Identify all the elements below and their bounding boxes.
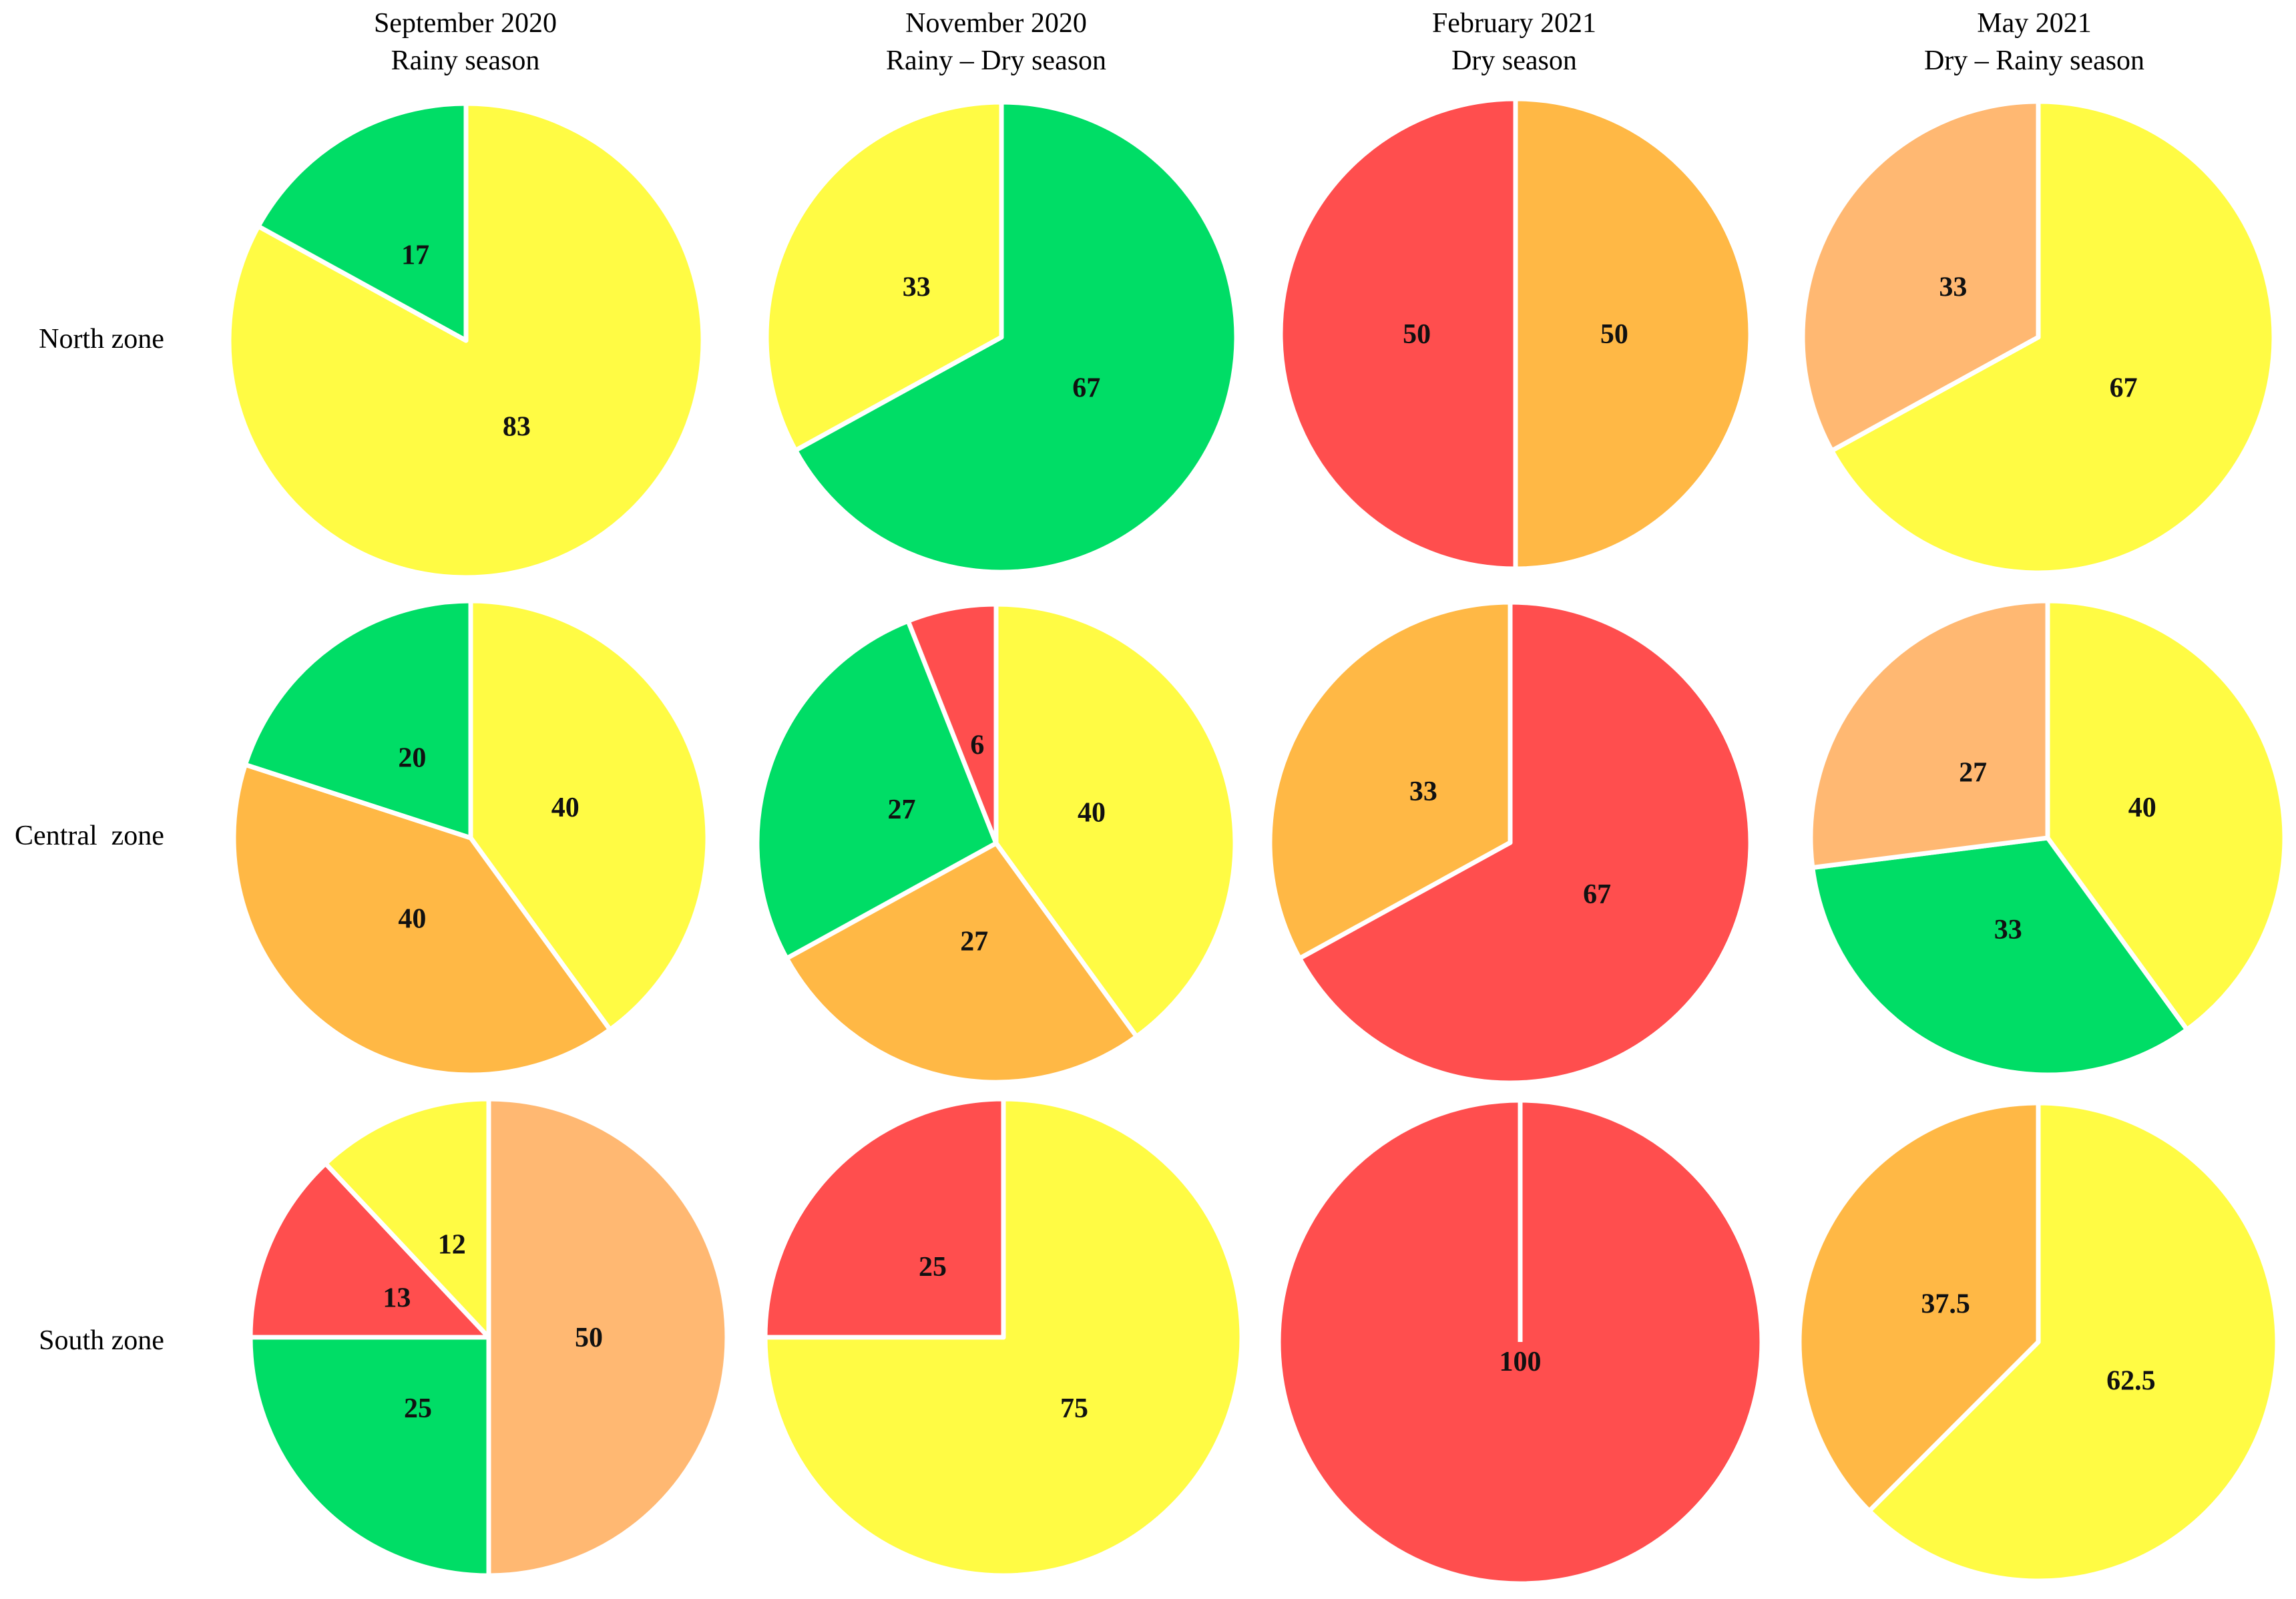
pie-north-zone-may-2021-slice-2: [1800, 99, 2041, 453]
pie-central-zone-november-2020-slice-1: [993, 602, 1238, 1040]
pie-south-zone-september-2020: 50 25 13 12: [248, 1096, 730, 1578]
pie-central-zone-november-2020-label-1: 40: [1078, 798, 1106, 829]
pie-central-zone-november-2020-label-3: 27: [888, 794, 916, 825]
pie-central-zone-february-2021-slice-2: [1267, 600, 1513, 961]
column-subtitle-nov-2020: Rainy – Dry season: [886, 45, 1106, 76]
pie-central-zone-may-2021-slice-3: [1808, 598, 2050, 870]
pie-south-zone-may-2021-label-1: 62.5: [2106, 1366, 2156, 1397]
column-subtitle-sep-2020: Rainy season: [391, 45, 540, 76]
pie-central-zone-november-2020-slice-3: [754, 618, 999, 961]
pie-south-zone-september-2020-slice-1: [486, 1096, 730, 1578]
pies-group: 83 17 67 33 50 50 67 33 40 40 20 40 27 27 6 67 33 40 33 27 5…: [226, 96, 2287, 1586]
pie-south-zone-may-2021-label-2: 37.5: [1921, 1289, 1970, 1319]
pie-central-zone-september-2020-slice-2: [231, 762, 613, 1078]
row-label-central-zone: Central zone: [15, 821, 164, 851]
row-label-north-zone: North zone: [39, 324, 164, 355]
pie-north-zone-may-2021: 67 33: [1800, 99, 2277, 576]
pie-south-zone-september-2020-label-2: 25: [404, 1393, 432, 1424]
pie-central-zone-september-2020-slice-3: [242, 598, 473, 841]
pie-central-zone-november-2020-label-2: 27: [960, 927, 988, 957]
pie-north-zone-november-2020-slice-2: [764, 99, 1004, 453]
column-subtitle-feb-2021: Dry season: [1451, 45, 1577, 76]
pie-central-zone-november-2020-label-4: 6: [970, 730, 984, 760]
pie-central-zone-september-2020-label-2: 40: [398, 904, 426, 935]
pie-north-zone-september-2020-label-2: 17: [401, 240, 429, 271]
column-title-feb-2021: February 2021: [1432, 8, 1596, 39]
pie-central-zone-may-2021-slice-1: [2045, 598, 2287, 1032]
pie-south-zone-september-2020-slice-4: [323, 1096, 491, 1340]
column-subtitle-may-2021: Dry – Rainy season: [1924, 45, 2144, 76]
pie-north-zone-september-2020-label-1: 83: [503, 411, 531, 442]
column-title-sep-2020: September 2020: [374, 8, 557, 39]
pie-north-zone-november-2020-label-1: 67: [1072, 373, 1100, 403]
pie-north-zone-february-2021: 50 50: [1278, 96, 1753, 572]
pie-central-zone-may-2021-slice-2: [1810, 835, 2190, 1078]
pie-central-zone-february-2021-label-2: 33: [1409, 776, 1437, 807]
pie-north-zone-may-2021-slice-1: [1829, 99, 2277, 576]
pie-south-zone-september-2020-slice-3: [248, 1161, 491, 1340]
column-title-nov-2020: November 2020: [905, 8, 1087, 39]
pie-central-zone-february-2021: 67 33: [1267, 600, 1753, 1086]
pie-south-zone-february-2021-label-1: 100: [1500, 1347, 1542, 1377]
pie-central-zone-february-2021-label-1: 67: [1583, 879, 1611, 910]
pie-central-zone-may-2021-label-2: 33: [1994, 915, 2022, 945]
pie-central-zone-november-2020-slice-2: [784, 841, 1139, 1085]
pie-north-zone-may-2021-label-1: 67: [2110, 373, 2138, 403]
pie-north-zone-february-2021-slice-1: [1513, 96, 1753, 572]
pie-south-zone-september-2020-label-3: 13: [383, 1283, 411, 1313]
pie-north-zone-february-2021-slice-2: [1278, 96, 1518, 572]
pie-north-zone-november-2020-label-2: 33: [903, 272, 931, 303]
pie-central-zone-november-2020-slice-4: [905, 602, 999, 846]
pie-south-zone-may-2021-slice-2: [1797, 1100, 2041, 1514]
pie-south-zone-november-2020: 75 25: [762, 1096, 1244, 1578]
pie-north-zone-september-2020-slice-2: [256, 101, 469, 343]
row-label-south-zone: South zone: [39, 1325, 164, 1356]
pie-north-zone-february-2021-label-1: 50: [1600, 319, 1628, 350]
pie-south-zone-november-2020-label-1: 75: [1060, 1393, 1088, 1424]
pie-central-zone-september-2020-label-1: 40: [551, 792, 580, 823]
pie-south-zone-november-2020-slice-1: [762, 1096, 1244, 1578]
pie-north-zone-september-2020: 83 17: [226, 101, 706, 580]
pie-south-zone-november-2020-slice-2: [762, 1096, 1006, 1340]
pie-north-zone-may-2021-label-2: 33: [1939, 272, 1967, 303]
pie-central-zone-september-2020-slice-1: [468, 598, 710, 1032]
pie-south-zone-november-2020-label-2: 25: [919, 1252, 947, 1283]
pie-central-zone-november-2020: 40 27 27 6: [754, 602, 1238, 1085]
pie-south-zone-september-2020-label-1: 50: [575, 1323, 603, 1353]
pie-north-zone-november-2020-slice-1: [793, 99, 1239, 575]
pie-south-zone-september-2020-slice-2: [248, 1335, 491, 1578]
pie-central-zone-may-2021-label-3: 27: [1959, 757, 1987, 788]
pie-south-zone-may-2021: 62.5 37.5: [1797, 1100, 2280, 1584]
pie-south-zone-february-2021: 100: [1276, 1098, 1765, 1586]
pie-central-zone-september-2020-label-3: 20: [398, 742, 426, 773]
pie-central-zone-may-2021: 40 33 27: [1808, 598, 2287, 1078]
pie-north-zone-november-2020: 67 33: [764, 99, 1239, 575]
pie-south-zone-september-2020-label-4: 12: [438, 1230, 466, 1261]
pie-central-zone-may-2021-label-1: 40: [2128, 792, 2156, 823]
pie-central-zone-september-2020: 40 40 20: [231, 598, 710, 1078]
pie-north-zone-february-2021-label-2: 50: [1403, 319, 1431, 350]
column-title-may-2021: May 2021: [1977, 8, 2092, 39]
pie-central-zone-february-2021-slice-1: [1297, 600, 1753, 1086]
pie-south-zone-may-2021-slice-1: [1867, 1100, 2280, 1584]
